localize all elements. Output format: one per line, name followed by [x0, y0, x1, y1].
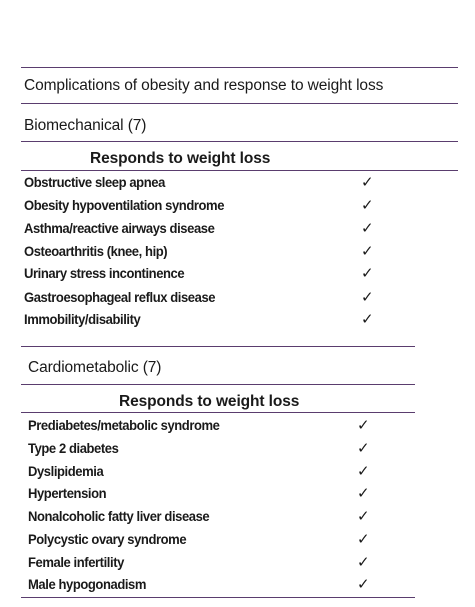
- table-bottom-rule: [21, 597, 415, 598]
- checkmark-icon: ✓: [357, 462, 370, 480]
- row-label: Hypertension: [28, 485, 107, 501]
- row-label: Gastroesophageal reflux disease: [24, 289, 216, 305]
- section-heading-rule: [21, 384, 415, 385]
- checkmark-icon: ✓: [361, 264, 374, 282]
- checkmark-icon: ✓: [361, 173, 374, 191]
- table-top-rule: [21, 67, 458, 68]
- checkmark-icon: ✓: [357, 507, 370, 525]
- row-label: Nonalcoholic fatty liver disease: [28, 508, 210, 524]
- checkmark-icon: ✓: [357, 439, 370, 457]
- title-bottom-rule: [21, 103, 458, 104]
- section-heading-biomechanical: Biomechanical (7): [24, 117, 147, 134]
- column-header-rule: [21, 412, 415, 413]
- row-label: Polycystic ovary syndrome: [28, 531, 187, 547]
- checkmark-icon: ✓: [357, 575, 370, 593]
- row-label: Obstructive sleep apnea: [24, 174, 165, 190]
- row-label: Prediabetes/metabolic syndrome: [28, 417, 220, 433]
- row-label: Female infertility: [28, 554, 124, 570]
- table-title: Complications of obesity and response to…: [24, 77, 384, 94]
- column-header-rule: [21, 170, 458, 171]
- checkmark-icon: ✓: [357, 484, 370, 502]
- checkmark-icon: ✓: [361, 196, 374, 214]
- column-header-responds: Responds to weight loss: [90, 150, 271, 167]
- checkmark-icon: ✓: [361, 242, 374, 260]
- section-divider-rule: [21, 346, 415, 347]
- row-label: Male hypogonadism: [28, 576, 147, 592]
- checkmark-icon: ✓: [361, 288, 374, 306]
- row-label: Asthma/reactive airways disease: [24, 220, 215, 236]
- checkmark-icon: ✓: [357, 416, 370, 434]
- checkmark-icon: ✓: [361, 219, 374, 237]
- checkmark-icon: ✓: [357, 530, 370, 548]
- row-label: Type 2 diabetes: [28, 440, 119, 456]
- row-label: Dyslipidemia: [28, 463, 104, 479]
- checkmark-icon: ✓: [357, 553, 370, 571]
- column-header-responds: Responds to weight loss: [119, 393, 300, 410]
- section-heading-cardiometabolic: Cardiometabolic (7): [28, 359, 162, 376]
- row-label: Urinary stress incontinence: [24, 265, 185, 281]
- section-heading-rule: [21, 141, 458, 142]
- row-label: Obesity hypoventilation syndrome: [24, 197, 225, 213]
- row-label: Osteoarthritis (knee, hip): [24, 243, 168, 259]
- checkmark-icon: ✓: [361, 310, 374, 328]
- row-label: Immobility/disability: [24, 311, 141, 327]
